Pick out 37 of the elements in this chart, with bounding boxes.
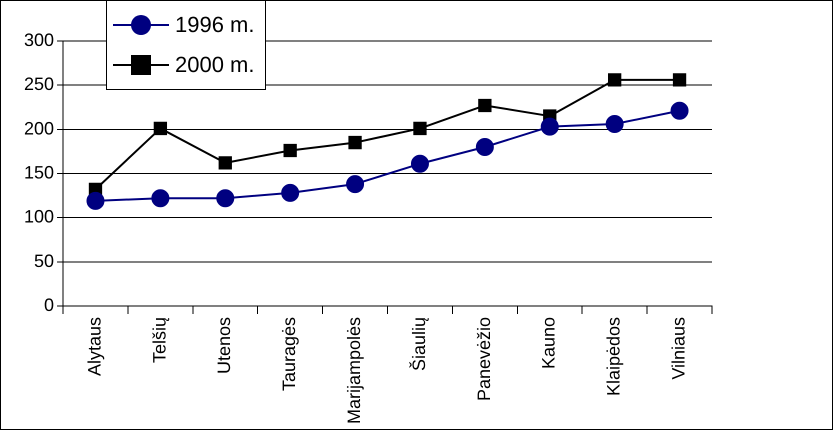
x-tick-label: Šiaulių [408, 316, 429, 372]
point [476, 138, 494, 156]
x-tick-label: Marijampolės [344, 316, 364, 424]
point [86, 192, 104, 210]
y-tick-label: 150 [24, 162, 54, 182]
point [478, 98, 492, 112]
y-tick-label: 50 [34, 250, 54, 271]
point [151, 189, 170, 208]
point [216, 189, 234, 208]
point [346, 175, 364, 194]
y-tick-label: 0 [44, 294, 54, 315]
point [410, 154, 429, 173]
y-tick-label: 250 [24, 74, 54, 94]
x-tick-label: Kauno [538, 316, 559, 370]
point [413, 122, 427, 136]
point [154, 122, 168, 136]
point [670, 102, 689, 120]
y-tick-label: 300 [24, 30, 54, 50]
y-tick-label: 100 [24, 206, 54, 227]
point [281, 184, 300, 202]
x-tick-label: Alytaus [84, 316, 104, 376]
point [218, 156, 232, 170]
legend-label: 1996 m. [175, 12, 254, 38]
legend-label: 2000 m. [175, 52, 254, 78]
x-tick-label: Utenos [214, 316, 234, 374]
y-tick-label: 200 [24, 118, 54, 138]
x-tick-label: Tauragės [279, 316, 300, 392]
point [608, 73, 622, 87]
point [540, 118, 559, 136]
x-tick-label: Vilniaus [668, 316, 689, 380]
x-tick-label: Panevėžio [474, 316, 494, 402]
x-tick-label: Klaipėdos [604, 316, 624, 396]
x-tick-label: Telšių [149, 316, 170, 363]
point [348, 136, 362, 150]
point [672, 73, 686, 87]
point [606, 115, 624, 134]
point [284, 144, 297, 158]
